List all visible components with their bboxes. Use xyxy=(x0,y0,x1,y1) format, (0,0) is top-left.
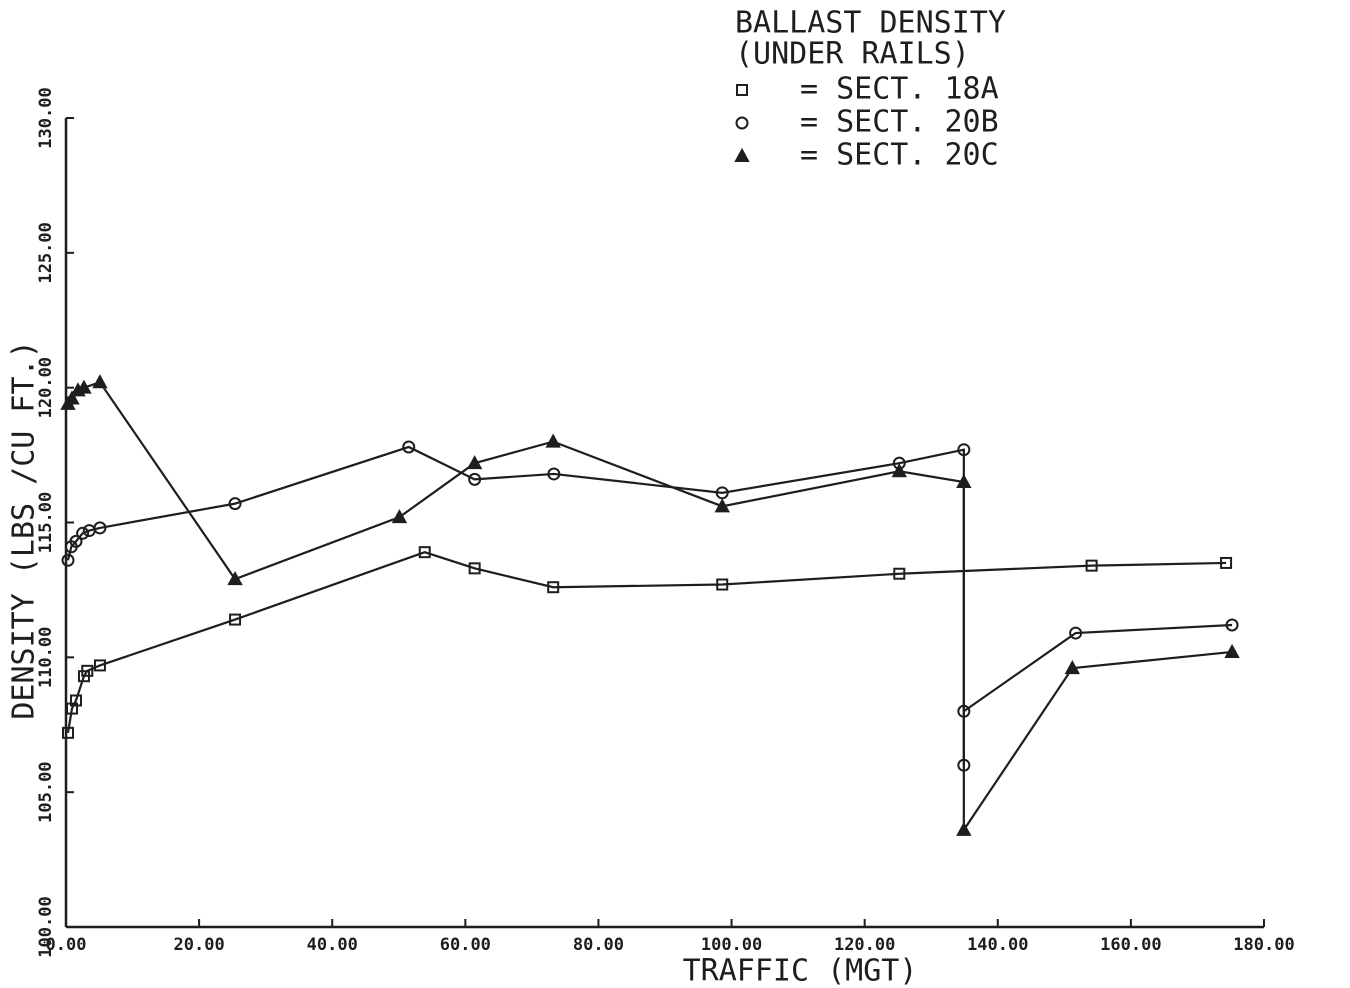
data-point xyxy=(418,546,431,559)
data-point xyxy=(228,497,242,511)
data-point xyxy=(229,613,242,626)
data-point xyxy=(1064,660,1081,675)
data-point xyxy=(714,498,730,513)
x-tick-label: 180.00 xyxy=(1233,935,1294,955)
series-line xyxy=(67,380,1233,834)
data-point xyxy=(61,726,74,739)
y-tick-label: 110.00 xyxy=(36,627,56,688)
data-point xyxy=(957,443,971,457)
legend-marker xyxy=(734,147,750,162)
data-point xyxy=(545,433,561,448)
data-point xyxy=(1085,559,1098,572)
data-point xyxy=(956,473,972,489)
data-point xyxy=(69,534,83,548)
y-tick-label: 130.00 xyxy=(36,87,56,148)
data-point xyxy=(227,571,243,586)
data-point xyxy=(76,526,90,540)
chart-subtitle: (UNDER RAILS) xyxy=(735,37,970,72)
x-tick-label: 0.00 xyxy=(46,935,87,955)
data-point xyxy=(1220,556,1233,569)
x-tick-label: 80.00 xyxy=(573,935,624,955)
data-point xyxy=(61,553,75,567)
x-tick-label: 120.00 xyxy=(834,935,895,955)
data-point xyxy=(81,664,94,677)
data-point xyxy=(1224,643,1240,658)
legend-label: = SECT. 18A xyxy=(800,72,999,107)
y-tick-label: 115.00 xyxy=(36,492,56,553)
data-point xyxy=(93,659,106,672)
x-tick-label: 20.00 xyxy=(174,935,225,955)
x-tick-label: 60.00 xyxy=(440,935,491,955)
data-point xyxy=(1225,618,1239,632)
data-point xyxy=(92,374,108,389)
data-point xyxy=(402,440,416,454)
legend-marker xyxy=(735,116,749,130)
chart-title: BALLAST DENSITY xyxy=(735,6,1006,41)
data-point xyxy=(76,379,92,394)
data-point xyxy=(547,467,561,481)
y-tick-label: 125.00 xyxy=(36,222,56,283)
data-point xyxy=(468,472,482,486)
data-point xyxy=(956,821,972,836)
series-line xyxy=(66,445,1233,766)
y-tick-label: 100.00 xyxy=(36,896,56,957)
data-point xyxy=(547,581,560,594)
x-tick-label: 100.00 xyxy=(701,935,762,955)
x-axis-label: TRAFFIC (MGT) xyxy=(683,954,918,988)
y-tick-label: 105.00 xyxy=(36,761,56,822)
data-point xyxy=(716,578,729,591)
x-tick-label: 40.00 xyxy=(307,935,358,955)
legend-label: = SECT. 20C xyxy=(800,138,999,173)
data-point xyxy=(93,521,107,535)
y-tick-label: 120.00 xyxy=(36,357,56,418)
data-point xyxy=(65,702,78,715)
data-point xyxy=(466,455,483,470)
data-point xyxy=(468,562,481,575)
x-tick-label: 160.00 xyxy=(1100,935,1161,955)
data-point xyxy=(1069,626,1083,640)
series-line xyxy=(66,551,1227,734)
data-point xyxy=(64,390,80,405)
y-axis-label: DENSITY (LBS /CU FT.) xyxy=(7,340,42,719)
x-tick-label: 140.00 xyxy=(967,935,1028,955)
data-point xyxy=(391,509,408,524)
data-point xyxy=(69,694,82,707)
data-point xyxy=(891,463,907,478)
legend-label: = SECT. 20B xyxy=(800,105,999,140)
data-point xyxy=(893,567,906,580)
legend-marker xyxy=(736,84,748,96)
